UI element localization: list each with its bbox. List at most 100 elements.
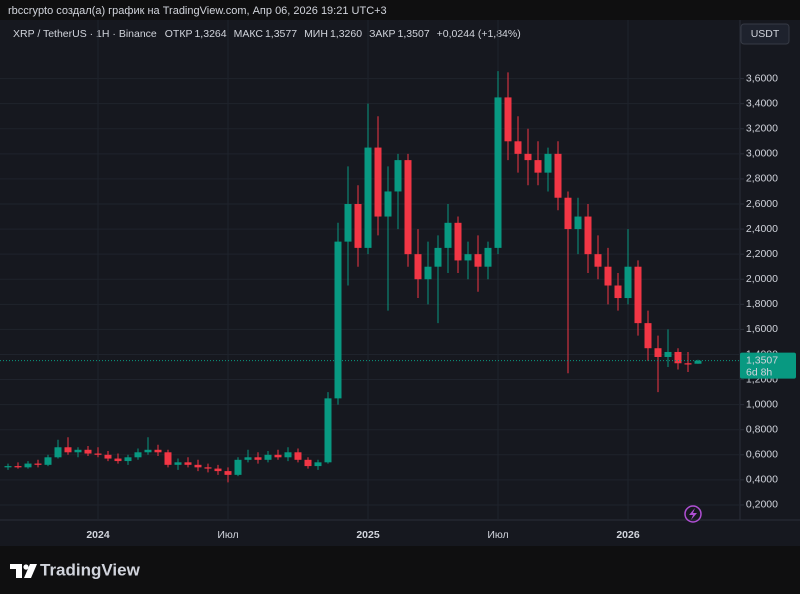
x-tick-label: 2025 (356, 529, 380, 541)
legend-text: ОТКР (165, 28, 193, 40)
logo-icon (10, 564, 37, 578)
candle-body (414, 254, 422, 280)
candle-body (694, 360, 702, 364)
candle-body (534, 160, 542, 173)
candle-body (544, 153, 552, 173)
legend-text: ЗАКР (369, 28, 395, 40)
y-tick-label: 2,6000 (746, 198, 778, 210)
legend-text: XRP / TetherUS · 1H · Binance (13, 28, 157, 40)
candle-body (134, 452, 142, 458)
y-tick-label: 3,2000 (746, 123, 778, 135)
candle-body (404, 160, 412, 255)
candle-body (304, 459, 312, 467)
candle-body (214, 468, 222, 472)
candle-body (584, 216, 592, 255)
candle-body (344, 204, 352, 242)
x-tick-label: 2026 (616, 529, 640, 541)
candle-body (154, 449, 162, 453)
candle-body (684, 363, 692, 365)
candle-body (294, 452, 302, 460)
candle-body (394, 160, 402, 192)
candle-body (324, 398, 332, 463)
plot-bg (0, 20, 800, 546)
legend-text: МАКС (234, 28, 264, 40)
plot: 0,20000,40000,60000,80001,00001,20001,40… (0, 20, 796, 541)
y-tick-label: 0,2000 (746, 499, 778, 511)
candle-body (184, 462, 192, 465)
countdown: 6d 8h (746, 366, 772, 378)
candle-body (524, 153, 532, 161)
candle-body (224, 471, 232, 475)
candle-body (124, 457, 132, 462)
candle-body (374, 147, 382, 217)
candle-body (4, 466, 12, 468)
candle-body (64, 447, 72, 453)
y-tick-label: 2,2000 (746, 248, 778, 260)
candle-body (54, 447, 62, 458)
candle-body (194, 464, 202, 468)
candle-body (484, 247, 492, 267)
y-tick-label: 3,0000 (746, 148, 778, 160)
legend: XRP / TetherUS · 1H · Binance ОТКР 1,3264 М… (13, 28, 521, 40)
y-tick-label: 1,0000 (746, 398, 778, 410)
candle-body (574, 216, 582, 230)
candle-body (94, 453, 102, 455)
y-tick-label: 0,4000 (746, 474, 778, 486)
candle-body (164, 452, 172, 465)
candle-body (564, 197, 572, 230)
candle-body (44, 457, 52, 465)
y-tick-label: 0,6000 (746, 449, 778, 461)
candle-body (654, 348, 662, 357)
candle-body (604, 266, 612, 286)
y-tick-label: 1,8000 (746, 298, 778, 310)
candle-body (424, 266, 432, 280)
legend-text: +0,0244 (+1,84%) (437, 28, 521, 40)
x-tick-label: Июл (487, 529, 508, 541)
last-price-label: 1,3507 (746, 354, 778, 366)
last-price-box (740, 352, 796, 379)
candle-body (614, 285, 622, 299)
x-tick-label: Июл (217, 529, 238, 541)
candle-body (494, 97, 502, 248)
candle-body (674, 351, 682, 364)
candle-body (114, 458, 122, 462)
candle-body (504, 97, 512, 142)
candle-body (594, 254, 602, 267)
candle-body (254, 457, 262, 460)
legend-text: 1,3260 (330, 28, 362, 40)
currency-button[interactable] (740, 23, 790, 45)
candle-body (624, 266, 632, 299)
candle-body (144, 449, 152, 453)
candle-body (664, 351, 672, 357)
candle-body (334, 241, 342, 399)
candle-body (474, 254, 482, 267)
logo: TradingView (40, 560, 141, 579)
candle-body (444, 222, 452, 248)
candle-body (264, 454, 272, 460)
y-tick-label: 0,8000 (746, 423, 778, 435)
y-tick-label: 1,6000 (746, 323, 778, 335)
currency[interactable]: USDT (751, 28, 780, 40)
x-tick-label: 2024 (86, 529, 110, 541)
legend-text: 1,3577 (265, 28, 297, 40)
author-line: rbccrypto создал(а) график на TradingVie… (8, 5, 387, 17)
candle-body (354, 204, 362, 248)
candle-body (454, 222, 462, 261)
candle-body (204, 467, 212, 469)
y-tick-label: 2,8000 (746, 173, 778, 185)
candle-body (644, 323, 652, 349)
legend-text: 1,3264 (194, 28, 226, 40)
candle-body (284, 452, 292, 458)
alert-icon[interactable] (684, 505, 702, 523)
candle-body (554, 153, 562, 198)
y-tick-label: 2,0000 (746, 273, 778, 285)
candle-body (174, 462, 182, 465)
candle-body (464, 254, 472, 261)
candle-body (514, 141, 522, 154)
y-tick-label: 3,6000 (746, 72, 778, 84)
candle-body (364, 147, 372, 248)
candle-body (634, 266, 642, 324)
candle-body (434, 247, 442, 267)
legend-text: 1,3507 (398, 28, 430, 40)
